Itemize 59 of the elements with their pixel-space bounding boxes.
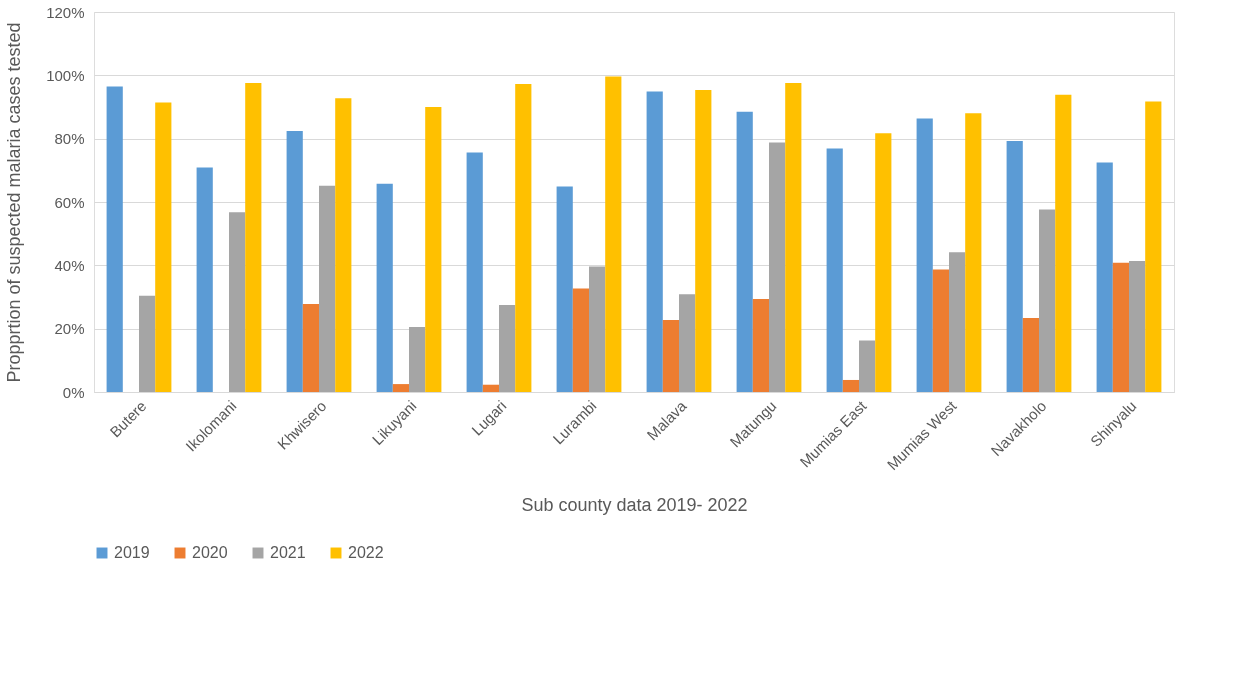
- legend-label: 2019: [114, 544, 150, 561]
- bar: [425, 107, 442, 392]
- y-tick-label: 120%: [46, 3, 85, 21]
- y-tick-label: 100%: [46, 66, 85, 84]
- bar: [785, 82, 802, 392]
- bar: [589, 266, 606, 392]
- bar: [646, 91, 663, 392]
- bar: [1006, 140, 1023, 392]
- bar: [662, 320, 679, 392]
- bar: [769, 142, 786, 392]
- bar: [155, 102, 172, 392]
- bar: [859, 340, 876, 392]
- bar: [286, 131, 303, 392]
- bar: [752, 298, 769, 392]
- bar: [679, 294, 696, 392]
- bar: [916, 118, 933, 392]
- bar: [572, 288, 589, 392]
- bar: [376, 183, 393, 392]
- bar: [335, 98, 352, 392]
- bar: [826, 148, 843, 392]
- bar: [1129, 260, 1146, 392]
- bar: [736, 111, 753, 392]
- bar: [875, 133, 892, 392]
- bar: [605, 76, 622, 392]
- x-axis-title: Sub county data 2019- 2022: [521, 495, 748, 516]
- bar: [139, 295, 156, 392]
- bar: [1039, 209, 1056, 392]
- legend-label: 2020: [192, 544, 228, 561]
- bar: [932, 269, 949, 392]
- bar: [695, 89, 712, 392]
- bar: [196, 167, 213, 392]
- y-tick-label: 80%: [54, 130, 85, 148]
- bar: [1096, 162, 1113, 392]
- bar: [409, 327, 426, 392]
- bar: [466, 152, 483, 392]
- bar: [1145, 101, 1162, 392]
- y-tick-label: 0%: [62, 383, 85, 401]
- bar: [1112, 262, 1129, 392]
- legend-label: 2022: [348, 544, 384, 561]
- bar: [106, 86, 123, 392]
- bar: [499, 304, 516, 392]
- bar: [302, 303, 319, 392]
- bar: [1055, 94, 1072, 392]
- bar: [556, 186, 573, 392]
- bar: [245, 82, 262, 392]
- y-tick-label: 20%: [54, 320, 85, 338]
- legend-label: 2021: [270, 544, 306, 561]
- bar: [842, 379, 859, 392]
- y-tick-label: 40%: [54, 256, 85, 274]
- bar: [392, 384, 409, 392]
- bar: [965, 113, 982, 392]
- bar: [319, 185, 336, 392]
- y-tick-label: 60%: [54, 193, 85, 211]
- bar: [1022, 317, 1039, 392]
- bar: [949, 252, 966, 392]
- bar: [229, 212, 246, 392]
- y-axis-title: Propprtion of suspected malaria cases tested: [4, 22, 25, 383]
- bar: [482, 384, 499, 392]
- bar: [515, 83, 532, 392]
